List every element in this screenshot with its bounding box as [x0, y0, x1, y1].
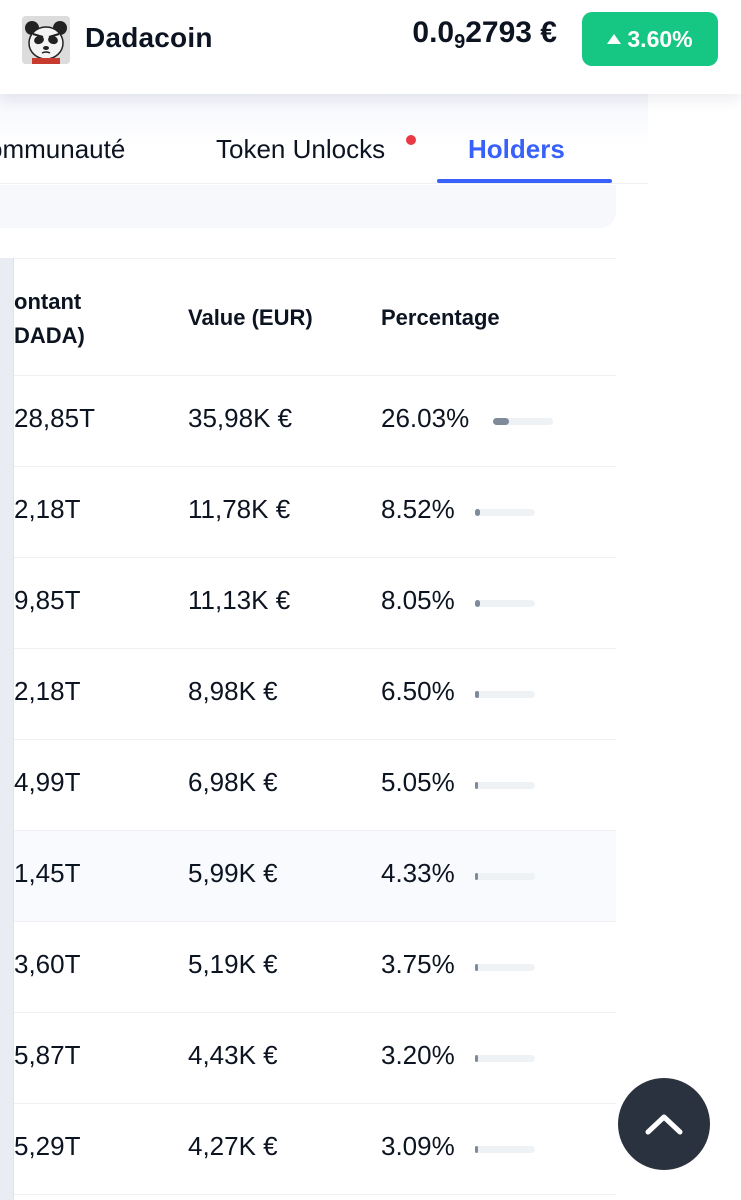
table-scroll-edge — [0, 258, 14, 1200]
cell-amount: 28,85T — [14, 403, 95, 433]
cell-percentage: 8.52% — [381, 494, 455, 524]
cell-percentage: 26.03% — [381, 403, 470, 433]
price-suffix: 2793 € — [465, 16, 557, 49]
percentage-bar — [475, 509, 535, 516]
table-row[interactable]: 2,18T 8,98K € 6.50% — [0, 649, 616, 740]
cell-value: 5,19K € — [188, 949, 278, 979]
cell-percentage: 6.50% — [381, 676, 455, 706]
percentage-bar-fill — [475, 964, 478, 971]
cell-percentage: 3.09% — [381, 1131, 455, 1161]
percentage-bar — [475, 691, 535, 698]
price-change-value: 3.60% — [627, 25, 693, 52]
tab-holders[interactable]: Holders — [468, 134, 565, 164]
percentage-bar-fill — [475, 1055, 478, 1062]
percentage-bar — [475, 1055, 535, 1062]
percentage-bar-fill — [475, 600, 480, 607]
active-tab-indicator — [437, 179, 612, 183]
cell-percentage: 8.05% — [381, 585, 455, 615]
cell-value: 4,43K € — [188, 1040, 278, 1070]
cell-value: 5,99K € — [188, 858, 278, 888]
percentage-bar — [475, 964, 535, 971]
panda-logo-icon — [22, 16, 70, 64]
tab-communaute[interactable]: ommunauté — [0, 134, 126, 164]
percentage-bar-fill — [475, 873, 478, 880]
table-header: ontant DADA) Value (EUR) Percentage — [0, 258, 616, 376]
table-row[interactable]: 2,18T 11,78K € 8.52% — [0, 467, 616, 558]
percentage-bar — [493, 418, 553, 425]
coin-price: 0.092793 € — [412, 16, 557, 54]
cell-value: 11,78K € — [188, 494, 291, 524]
percentage-bar-fill — [475, 782, 478, 789]
filter-bar — [0, 185, 616, 228]
table-row[interactable]: 5,87T 4,43K € 3.20% — [0, 1013, 616, 1104]
percentage-bar-fill — [493, 418, 509, 425]
table-row[interactable]: 1,45T 5,99K € 4.33% — [0, 831, 616, 922]
table-row[interactable]: 5,29T 4,27K € 3.09% — [0, 1104, 616, 1195]
cell-value: 6,98K € — [188, 767, 278, 797]
cell-amount: 5,29T — [14, 1131, 81, 1161]
cell-amount: 9,85T — [14, 585, 81, 615]
column-header-amount-line1: ontant — [14, 289, 82, 314]
table-row[interactable]: 3,60T 5,19K € 3.75% — [0, 922, 616, 1013]
cell-amount: 2,18T — [14, 676, 81, 706]
coin-header: Dadacoin 0.092793 € 3.60% — [0, 0, 741, 94]
percentage-bar — [475, 1146, 535, 1153]
cell-percentage: 4.33% — [381, 858, 455, 888]
price-change-badge: 3.60% — [582, 12, 718, 66]
percentage-bar-fill — [475, 509, 480, 516]
price-prefix: 0.0 — [412, 16, 455, 49]
cell-value: 11,13K € — [188, 585, 291, 615]
cell-percentage: 3.20% — [381, 1040, 455, 1070]
cell-amount: 1,45T — [14, 858, 81, 888]
cell-amount: 4,99T — [14, 767, 81, 797]
column-header-amount-line2: DADA) — [14, 323, 85, 348]
cell-percentage: 3.75% — [381, 949, 455, 979]
percentage-bar — [475, 782, 535, 789]
cell-value: 4,27K € — [188, 1131, 278, 1161]
column-header-percentage[interactable]: Percentage — [381, 305, 500, 330]
percentage-bar-fill — [475, 1146, 478, 1153]
price-zero-count: 9 — [454, 31, 466, 53]
table-row[interactable]: 4,99T 6,98K € 5.05% — [0, 740, 616, 831]
cell-amount: 3,60T — [14, 949, 81, 979]
table-row[interactable]: 9,85T 11,13K € 8.05% — [0, 558, 616, 649]
cell-amount: 5,87T — [14, 1040, 81, 1070]
column-header-amount[interactable]: ontant DADA) — [14, 285, 174, 353]
percentage-bar — [475, 600, 535, 607]
table-row[interactable]: 28,85T 35,98K € 26.03% — [0, 376, 616, 467]
cell-percentage: 5.05% — [381, 767, 455, 797]
percentage-bar — [475, 873, 535, 880]
percentage-bar-fill — [475, 691, 479, 698]
section-tabs: ommunauté Token Unlocks Holders — [0, 94, 648, 184]
cell-value: 8,98K € — [188, 676, 278, 706]
column-header-value[interactable]: Value (EUR) — [188, 305, 313, 330]
triangle-up-icon — [607, 34, 622, 44]
scroll-to-top-button[interactable] — [618, 1078, 710, 1170]
cell-value: 35,98K € — [188, 403, 293, 433]
tab-token-unlocks[interactable]: Token Unlocks — [216, 134, 386, 164]
cell-amount: 2,18T — [14, 494, 81, 524]
coin-name: Dadacoin — [85, 22, 213, 53]
holders-table: ontant DADA) Value (EUR) Percentage 28,8… — [0, 258, 616, 1200]
notification-dot-icon — [406, 135, 416, 145]
chevron-up-icon — [645, 1114, 683, 1135]
